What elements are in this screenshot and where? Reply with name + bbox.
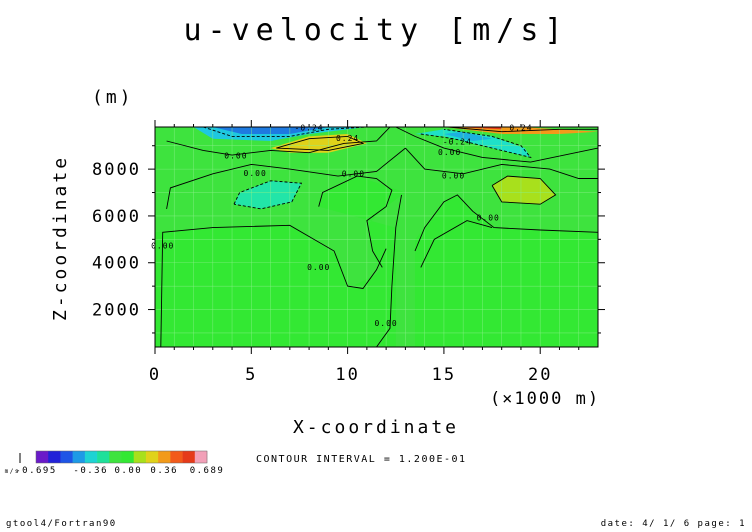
contour-neg-024-right [420, 128, 532, 159]
region-red-core [453, 127, 502, 130]
x-axis-unit: (×1000 m) [490, 389, 600, 409]
contour-label: 0.00 [307, 263, 330, 272]
contour-0-vertical [376, 194, 402, 347]
contour-0-top-left [166, 127, 391, 156]
contour-interval-text: CONTOUR INTERVAL = 1.200E-01 [256, 454, 467, 465]
contour-label: 0.00 [442, 171, 465, 180]
contour-label: 0.00 [438, 148, 461, 157]
contour-label: 0.00 [342, 170, 365, 179]
colorbar-swatch [36, 451, 49, 463]
contour-label: 0.00 [244, 169, 267, 178]
y-axis-unit: (m) [92, 87, 134, 108]
chart-title: u-velocity [m/s] [184, 13, 569, 48]
colorbar-swatch [170, 451, 183, 463]
x-tick-label: 20 [528, 365, 552, 385]
colorbar-swatch [194, 451, 208, 463]
contour-pos-yg [491, 175, 557, 205]
region-yellow-green-blob [492, 176, 556, 205]
contour-label: 0.00 [151, 242, 174, 251]
contour-label: -0.24 [443, 138, 472, 147]
colorbar-swatch [60, 451, 73, 463]
colorbar-swatch [145, 451, 159, 463]
contour-024-left [276, 135, 365, 151]
colorbar-unit: m/s [5, 468, 20, 475]
contour-labels: 0.000.00 0.000.000.000.000.000.000.00-0.2… [151, 124, 532, 328]
x-tick-label: 10 [335, 365, 359, 385]
grid-lines [155, 127, 598, 347]
colorbar-swatch [84, 451, 98, 463]
colorbar-label: 0.00 [114, 466, 142, 476]
colorbar-swatch [48, 451, 61, 463]
y-tick-label: 8000 [92, 160, 141, 180]
x-tick-label: 15 [432, 365, 456, 385]
contour-label: 0.24 [336, 134, 359, 143]
contour-0-left [160, 224, 387, 347]
region-light-green-right [415, 194, 598, 347]
y-tick-label: 2000 [92, 301, 141, 321]
contour-neg-cyan [233, 180, 303, 210]
contour-neg-024-left [203, 127, 367, 137]
plot-area: 0.000.00 0.000.000.000.000.000.000.00-0.2… [92, 120, 605, 385]
region-light-green-center [318, 176, 406, 275]
y-axis-label: Z-coordinate [50, 155, 71, 321]
colorbar-swatch [72, 451, 86, 463]
y-tick-label: 6000 [92, 207, 141, 227]
plot-frame [154, 126, 599, 348]
contour-label: 0.00 [374, 319, 397, 328]
contour-label: 0.00 [477, 214, 500, 223]
colorbar-swatch [121, 451, 135, 463]
contour-label: 0.00 [224, 152, 247, 161]
colorbar-swatch [133, 451, 147, 463]
contour-label: 0.24 [509, 124, 532, 133]
colorbar-swatch [158, 451, 171, 463]
colorbar: -0.695 -0.36 0.00 0.36 0.689 m/s [5, 450, 225, 476]
contour-0-upper-left [166, 147, 406, 209]
contour-0-upper-right [405, 147, 598, 179]
contour-0-top-right [395, 127, 598, 163]
footer-left: gtool4/Fortran90 [6, 519, 117, 529]
contour-0-right-low [420, 220, 493, 268]
contour-024-right [447, 127, 598, 133]
colorbar-swatch [97, 451, 110, 463]
region-yellow-band [270, 134, 367, 153]
y-tick-label: 4000 [92, 254, 141, 274]
colorbar-label: 0.36 [150, 466, 178, 476]
contour-lines [160, 127, 598, 347]
colorbar-label: -0.36 [73, 466, 108, 476]
contour-0-right [414, 194, 598, 252]
axis-ticks: 0 5 10 15 20 2000 4000 6000 8000 [92, 120, 605, 385]
colorbar-swatch [182, 451, 196, 463]
region-cyan-blob [234, 180, 302, 209]
colorbar-label: 0.689 [190, 466, 225, 476]
contour-label: -0.24 [295, 124, 324, 133]
region-blue-core-right [443, 131, 493, 141]
x-axis-label: X-coordinate [293, 417, 459, 438]
contour-0-center [318, 175, 393, 268]
footer-right: date: 4/ 1/ 6 page: 1 [601, 519, 746, 529]
colorbar-frame [35, 450, 208, 464]
x-tick-label: 0 [149, 365, 161, 385]
x-tick-label: 5 [245, 365, 257, 385]
colorbar-swatch [109, 451, 122, 463]
colorbar-label: -0.695 [15, 466, 57, 476]
